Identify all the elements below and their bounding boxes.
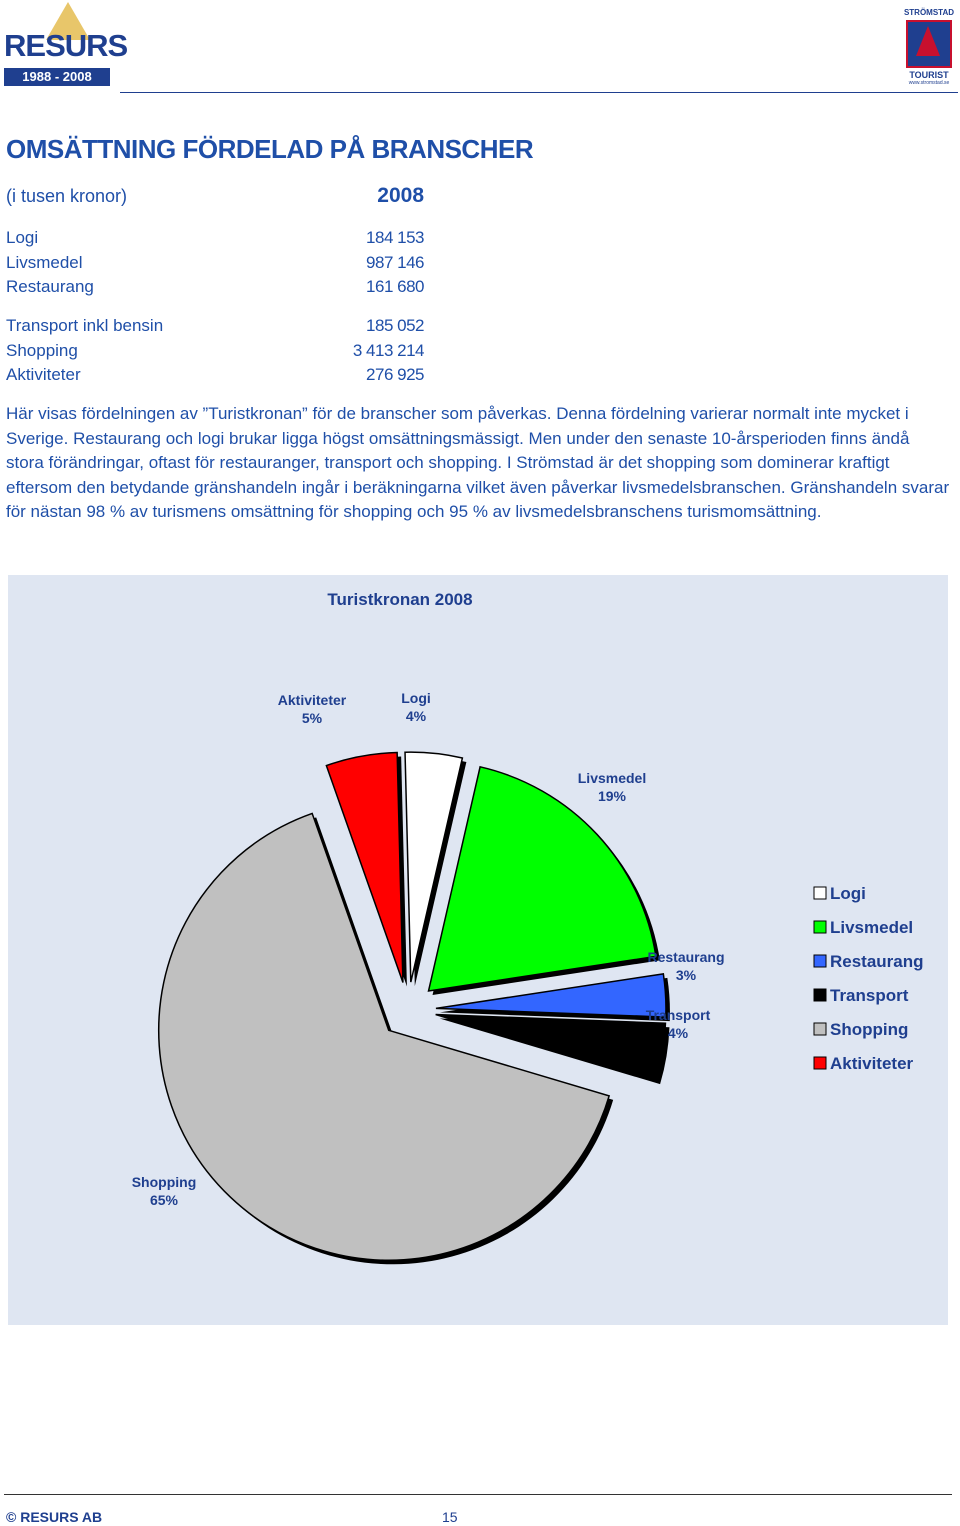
header-divider <box>120 92 958 93</box>
pie-slices <box>158 751 670 1265</box>
slice-label-restaurang: Restaurang 3% <box>647 949 724 983</box>
row-value: 276 925 <box>366 365 424 384</box>
partner-logo-top: STRÖMSTAD <box>903 8 955 17</box>
partner-logo-bottom: TOURIST <box>909 70 949 80</box>
row-name: Shopping <box>6 341 78 360</box>
pie-slice-aktiviteter <box>325 751 404 983</box>
legend-label-livsmedel: Livsmedel <box>830 918 913 937</box>
description-paragraph: Här visas fördelningen av ”Turistkronan”… <box>6 404 950 522</box>
resurs-logo: RESURS 1988 - 2008 <box>2 2 128 86</box>
row-value: 185 052 <box>366 316 424 335</box>
legend-swatch-restaurang <box>813 954 827 968</box>
pie-chart: Turistkronan 2008 Logi 4% Livsmedel 19% Rest… <box>132 590 924 1265</box>
slice-label-aktiviteter: Aktiviteter 5% <box>278 692 347 726</box>
pie-slice-shopping <box>158 812 611 1261</box>
logo-years: 1988 - 2008 <box>4 68 110 86</box>
slice-label-transport: Transport 4% <box>646 1007 711 1041</box>
slice-label-logi: Logi 4% <box>401 690 431 724</box>
table-unit-label: (i tusen kronor) <box>6 186 128 206</box>
table-year-header: 2008 <box>377 184 424 207</box>
row-value: 3 413 214 <box>352 341 425 360</box>
page-title: OMSÄTTNING FÖRDELAD PÅ BRANSCHER <box>6 134 534 164</box>
row-name: Restaurang <box>6 277 94 296</box>
stromstad-tourist-logo: STRÖMSTAD TOURIST www.stromstad.se <box>900 8 958 86</box>
chart-legend: Logi Livsmedel Restaurang Transport Shopping… <box>813 884 924 1073</box>
legend-label-logi: Logi <box>830 884 866 903</box>
sail-icon <box>916 26 940 56</box>
logo-triangle-icon <box>46 2 90 40</box>
pie-chart-panel: Turistkronan 2008 Logi 4% Livsmedel 19% Rest… <box>8 575 948 1325</box>
row-value: 184 153 <box>366 228 424 247</box>
legend-swatch-shopping <box>813 1022 827 1036</box>
row-name: Aktiviteter <box>6 365 81 384</box>
slice-label-shopping: Shopping 65% <box>132 1174 197 1208</box>
footer-divider <box>4 1494 952 1495</box>
legend-label-restaurang: Restaurang <box>830 952 924 971</box>
partner-logo-url: www.stromstad.se <box>908 80 950 86</box>
logo-wordmark: RESURS <box>4 28 128 63</box>
slice-label-livsmedel: Livsmedel 19% <box>578 770 646 804</box>
pie-slice-transport <box>435 1013 667 1082</box>
legend-label-shopping: Shopping <box>830 1020 908 1039</box>
legend-label-aktiviteter: Aktiviteter <box>830 1054 914 1073</box>
legend-swatch-aktiviteter <box>813 1056 827 1070</box>
page-number: 15 <box>442 1509 458 1525</box>
legend-swatch-logi <box>813 886 827 900</box>
footer-copyright: © RESURS AB <box>6 1509 103 1525</box>
row-name: Transport inkl bensin <box>6 316 164 335</box>
legend-swatch-transport <box>813 988 827 1002</box>
legend-label-transport: Transport <box>830 986 909 1005</box>
chart-title: Turistkronan 2008 <box>327 590 472 609</box>
legend-swatch-livsmedel <box>813 920 827 934</box>
row-name: Logi <box>6 228 39 247</box>
row-value: 987 146 <box>366 253 424 272</box>
pie-slice-logi <box>404 751 464 983</box>
row-value: 161 680 <box>366 277 424 296</box>
pie-slice-livsmedel <box>427 765 657 992</box>
row-name: Livsmedel <box>6 253 83 272</box>
pie-slice-labels: Logi 4% Livsmedel 19% Restaurang 3% Transport 4… <box>132 690 725 1208</box>
pie-slice-restaurang <box>435 973 667 1018</box>
